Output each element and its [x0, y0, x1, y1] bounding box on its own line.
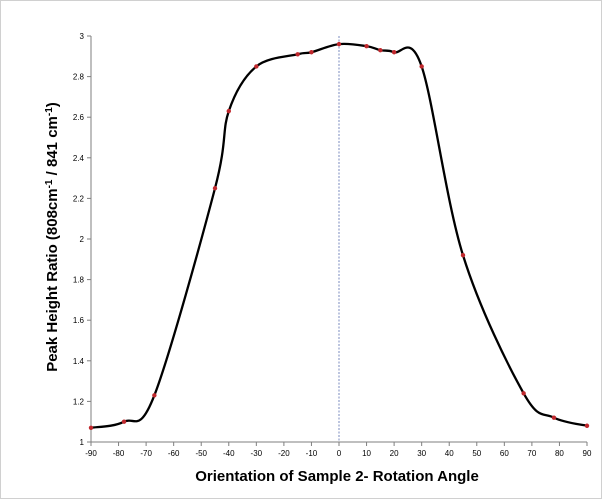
- x-tick-label: 80: [555, 449, 564, 458]
- x-tick-label: -30: [251, 449, 263, 458]
- y-title-main: Peak Height Ratio (808cm: [44, 188, 61, 371]
- y-tick-label: 2.4: [73, 154, 85, 163]
- data-point: [460, 253, 466, 258]
- axes-layer: [90, 36, 587, 443]
- y-title-mid: / 841 cm: [44, 116, 61, 179]
- data-point: [121, 419, 127, 424]
- x-tick-label: -80: [113, 449, 125, 458]
- data-point: [551, 415, 557, 420]
- data-point: [309, 50, 314, 55]
- x-tick-label: 0: [337, 449, 342, 458]
- data-point: [226, 108, 231, 114]
- x-tick-label: 30: [417, 449, 426, 458]
- y-tick-label: 3: [80, 32, 85, 41]
- x-tick-label: 50: [472, 449, 481, 458]
- x-tick-label: -40: [223, 449, 235, 458]
- x-tick-label: -50: [195, 449, 207, 458]
- y-tick-label: 1.6: [73, 316, 85, 325]
- x-tick-label: -90: [85, 449, 97, 458]
- y-tick-label: 1.4: [73, 357, 85, 366]
- x-tick-label: -20: [278, 449, 290, 458]
- x-tick-label: 10: [362, 449, 371, 458]
- data-point: [391, 50, 397, 55]
- data-point: [88, 425, 94, 430]
- data-point: [521, 391, 526, 396]
- data-point: [584, 423, 590, 428]
- y-tick-label: 1: [80, 438, 85, 447]
- data-point: [378, 48, 383, 53]
- x-tick-label: 20: [390, 449, 399, 458]
- y-tick-label: 1.8: [73, 276, 85, 285]
- data-point: [254, 64, 259, 69]
- x-tick-label: 70: [527, 449, 536, 458]
- y-tick-label: 2: [80, 235, 85, 244]
- x-tick-label: 60: [500, 449, 509, 458]
- y-title-sup1: -1: [44, 179, 55, 188]
- y-tick-label: 1.2: [73, 397, 85, 406]
- x-tick-label: 40: [445, 449, 454, 458]
- data-point: [419, 64, 424, 69]
- y-title-sup2: -1: [44, 107, 55, 116]
- data-point: [295, 52, 300, 57]
- y-axis-title: Peak Height Ratio (808cm-1 / 841 cm-1): [44, 102, 62, 372]
- data-point: [364, 43, 369, 49]
- x-tick-label: -70: [140, 449, 152, 458]
- y-tick-label: 2.8: [73, 73, 85, 82]
- ticks-layer: 1 1.2 1.4 1.6 1.8 2 2.2 2.4 2.6 2.8 3 -90 -80 -70 -60 -…: [73, 32, 592, 458]
- data-point: [152, 393, 157, 398]
- y-tick-label: 2.6: [73, 113, 85, 122]
- x-axis-title: Orientation of Sample 2- Rotation Angle: [195, 468, 479, 485]
- points-layer: [88, 41, 590, 430]
- x-tick-label: -60: [168, 449, 180, 458]
- x-tick-label: 90: [583, 449, 592, 458]
- x-tick-label: -10: [306, 449, 318, 458]
- data-point: [212, 186, 218, 191]
- y-title-end: ): [44, 102, 61, 107]
- data-point: [336, 41, 342, 47]
- y-tick-label: 2.2: [73, 194, 85, 203]
